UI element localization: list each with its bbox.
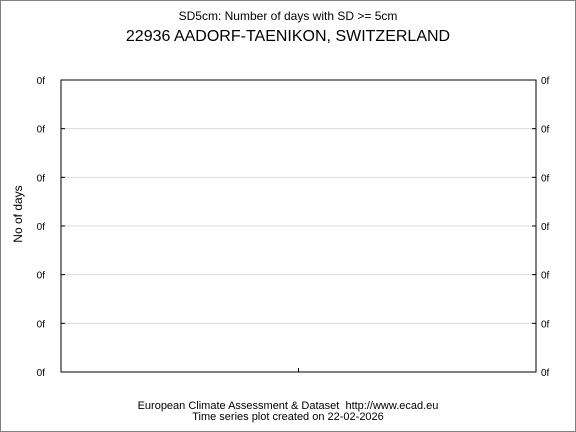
y-tick-label-right: 0f <box>541 222 550 233</box>
y-tick-label-right: 0f <box>541 76 550 87</box>
y-tick-label-right: 0f <box>541 271 550 282</box>
y-tick-label-right: 0f <box>541 368 550 379</box>
chart-subtitle: SD5cm: Number of days with SD >= 5cm <box>178 9 398 23</box>
y-axis-label: No of days <box>11 185 25 243</box>
y-tick-label-right: 0f <box>541 319 550 330</box>
y-tick-label-left: 0f <box>37 173 46 184</box>
footer-created-date: Time series plot created on 22-02-2026 <box>192 411 384 423</box>
y-tick-label-right: 0f <box>541 125 550 136</box>
y-tick-label-left: 0f <box>37 368 46 379</box>
y-tick-label-left: 0f <box>37 76 46 87</box>
y-tick-label-left: 0f <box>37 125 46 136</box>
y-tick-label-left: 0f <box>37 271 46 282</box>
footer-source: European Climate Assessment & Dataset ht… <box>137 400 439 412</box>
y-tick-label-right: 0f <box>541 173 550 184</box>
y-tick-label-left: 0f <box>37 222 46 233</box>
chart-title: 22936 AADORF-TAENIKON, SWITZERLAND <box>125 28 451 45</box>
y-tick-label-left: 0f <box>37 319 46 330</box>
